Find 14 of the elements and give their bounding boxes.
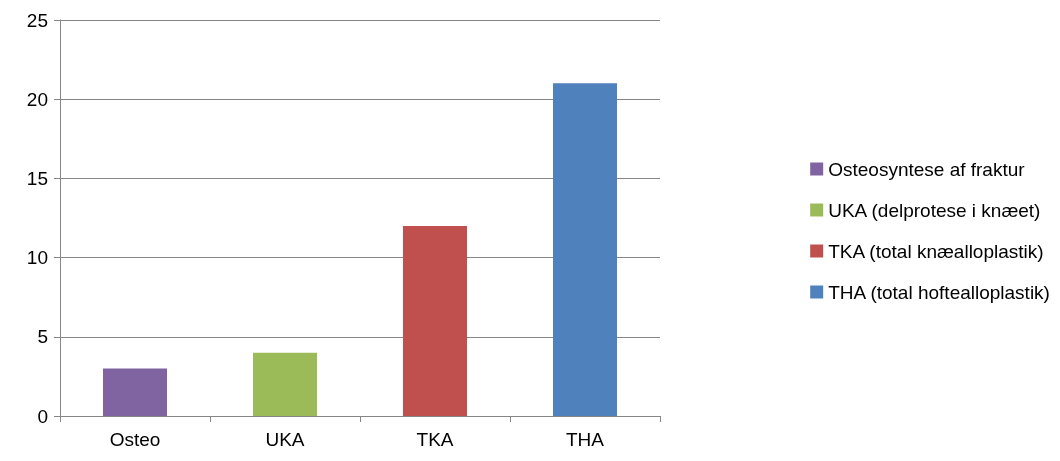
x-tick-label: TKA	[416, 429, 454, 450]
y-tick-label: 5	[37, 326, 48, 348]
x-tick-label: THA	[566, 429, 605, 450]
x-tick-label: UKA	[265, 429, 305, 450]
legend-label: Osteosyntese af fraktur	[828, 158, 1026, 180]
y-tick-label: 20	[26, 88, 48, 110]
y-tick-label: 0	[37, 405, 48, 427]
legend-label: UKA (delprotese i knæet)	[828, 199, 1041, 221]
y-tick-label: 25	[26, 9, 48, 31]
y-tick-label: 15	[26, 167, 48, 189]
legend-label: TKA (total knæalloplastik)	[828, 240, 1044, 262]
x-tick-label: Osteo	[109, 429, 161, 450]
y-tick-label: 10	[26, 247, 48, 269]
legend-label: THA (total hoftealloplastik)	[828, 281, 1050, 303]
